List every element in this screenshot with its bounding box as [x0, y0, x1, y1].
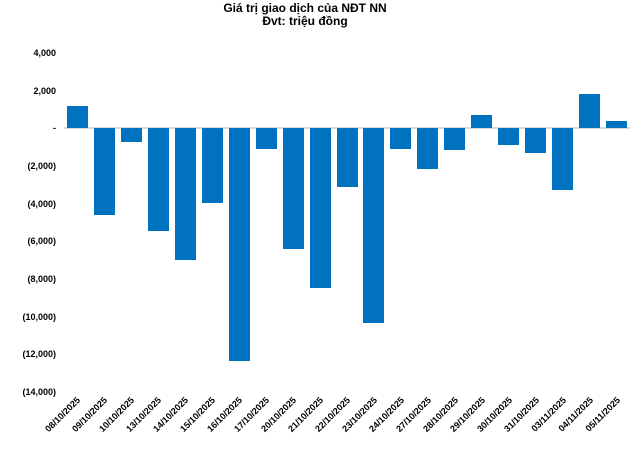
chart-title: Giá trị giao dịch của NĐT NN: [223, 1, 387, 15]
bar-29-10-2025: [471, 115, 493, 129]
bar-22-10-2025: [336, 128, 358, 187]
y-axis-tick-label: (6,000): [27, 236, 56, 247]
bar-23-10-2025: [363, 128, 385, 324]
y-axis-tick-label: (2,000): [27, 161, 56, 171]
bar-05-11-2025: [606, 120, 628, 129]
y-axis-tick-label: (12,000): [22, 349, 56, 360]
bar-03-11-2025: [552, 128, 574, 190]
bar-30-10-2025: [498, 128, 520, 146]
y-axis-tick-label: (4,000): [27, 198, 56, 209]
bar-17-10-2025: [255, 128, 277, 150]
bar-31-10-2025: [525, 128, 547, 153]
bar-24-10-2025: [390, 128, 412, 150]
bar-13-10-2025: [147, 128, 169, 231]
bar-27-10-2025: [417, 128, 439, 169]
bar-28-10-2025: [444, 128, 466, 150]
bar-16-10-2025: [228, 128, 250, 361]
bar-10-10-2025: [120, 128, 142, 142]
bar-04-11-2025: [579, 94, 601, 129]
bar-20-10-2025: [282, 128, 304, 249]
y-axis-tick-label: 4,000: [33, 48, 56, 58]
chart-subtitle: Đvt: triệu đồng: [262, 14, 348, 28]
y-axis-tick-label: (10,000): [22, 311, 56, 322]
y-axis-tick-label: 2,000: [33, 85, 56, 96]
y-axis-tick-label: (14,000): [22, 387, 56, 397]
bar-21-10-2025: [309, 128, 331, 289]
y-axis-tick-label: (8,000): [27, 274, 56, 284]
bar-09-10-2025: [93, 128, 115, 215]
bar-08-10-2025: [66, 105, 88, 129]
bar-14-10-2025: [174, 128, 196, 261]
y-axis-tick-label: -: [53, 123, 56, 134]
bar-15-10-2025: [201, 128, 223, 203]
